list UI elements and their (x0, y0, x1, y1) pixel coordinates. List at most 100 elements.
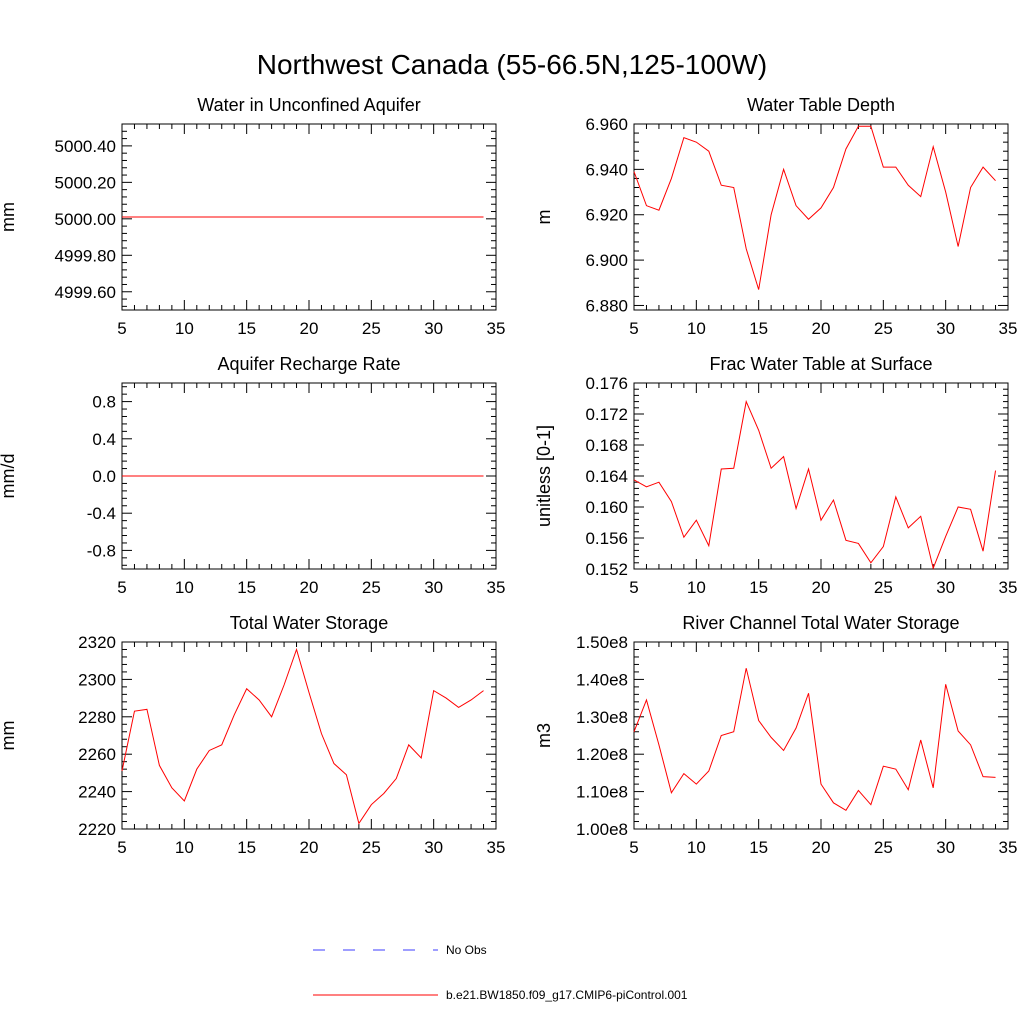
figure-title: Northwest Canada (55-66.5N,125-100W) (257, 49, 767, 80)
panel-title: Water Table Depth (747, 95, 895, 115)
x-tick-label: 5 (117, 578, 126, 597)
x-tick-label: 25 (874, 838, 893, 857)
x-tick-label: 30 (424, 838, 443, 857)
y-tick-label: 4999.60 (55, 283, 116, 302)
y-tick-label: 6.920 (585, 206, 628, 225)
y-tick-label: 0.176 (585, 374, 628, 393)
y-tick-label: 6.960 (585, 115, 628, 134)
x-tick-label: 5 (117, 319, 126, 338)
y-axis-label: unitless [0-1] (534, 425, 554, 527)
x-tick-label: 15 (237, 838, 256, 857)
y-tick-label: 0.0 (92, 467, 116, 486)
y-tick-label: 4999.80 (55, 246, 116, 265)
y-tick-label: 2240 (78, 783, 116, 802)
x-tick-label: 30 (936, 319, 955, 338)
y-tick-label: 5000.20 (55, 173, 116, 192)
x-tick-label: 35 (487, 838, 506, 857)
y-tick-label: 0.168 (585, 436, 628, 455)
y-axis-label: mm (0, 721, 18, 751)
legend-obs-label: No Obs (446, 943, 487, 957)
y-tick-label: 1.40e8 (576, 670, 628, 689)
y-axis-label: mm/d (0, 454, 18, 499)
y-tick-label: 1.20e8 (576, 745, 628, 764)
y-tick-label: 1.30e8 (576, 708, 628, 727)
x-tick-label: 35 (999, 319, 1018, 338)
x-tick-label: 15 (237, 319, 256, 338)
y-axis-label: m3 (534, 723, 554, 748)
x-tick-label: 30 (424, 578, 443, 597)
x-tick-label: 10 (175, 319, 194, 338)
legend: No Obs b.e21.BW1850.f09_g17.CMIP6-piCont… (313, 943, 688, 1002)
x-tick-label: 25 (362, 578, 381, 597)
panels: 5 10 15 20 25 30 35 4999.60 4999.80 5000.00 5000.2… (0, 95, 1017, 857)
x-tick-label: 15 (749, 319, 768, 338)
x-tick-label: 25 (874, 319, 893, 338)
series-line-model (121, 647, 484, 825)
y-axis-label: m (534, 210, 554, 225)
x-tick-label: 20 (300, 578, 319, 597)
x-tick-label: 20 (812, 319, 831, 338)
y-tick-label: 0.8 (92, 393, 116, 412)
chart-panel-4: 5 10 15 20 25 30 35 0.152 0.156 0.160 0.164 0.168 0.… (534, 354, 1017, 597)
panel-title: Frac Water Table at Surface (709, 354, 932, 374)
y-tick-label: -0.4 (87, 504, 116, 523)
y-axis-label: mm (0, 202, 18, 232)
y-tick-label: 2260 (78, 745, 116, 764)
x-tick-label: 5 (117, 838, 126, 857)
series-line-model (633, 125, 996, 290)
x-tick-label: 30 (936, 838, 955, 857)
y-tick-label: 1.00e8 (576, 820, 628, 839)
x-tick-label: 30 (424, 319, 443, 338)
y-tick-label: 0.172 (585, 405, 628, 424)
x-tick-label: 15 (237, 578, 256, 597)
x-tick-label: 35 (487, 578, 506, 597)
y-tick-label: 2320 (78, 633, 116, 652)
y-tick-label: 0.160 (585, 498, 628, 517)
y-tick-label: 2300 (78, 670, 116, 689)
y-tick-label: 6.900 (585, 251, 628, 270)
y-tick-label: 0.156 (585, 529, 628, 548)
panel-title: Total Water Storage (230, 613, 388, 633)
y-tick-label: 5000.00 (55, 210, 116, 229)
series-line-model (633, 668, 996, 811)
x-tick-label: 5 (629, 319, 638, 338)
x-tick-label: 15 (749, 578, 768, 597)
x-tick-label: 35 (487, 319, 506, 338)
chart-panel-1: 5 10 15 20 25 30 35 4999.60 4999.80 5000.00 5000.2… (0, 95, 505, 338)
y-tick-label: -0.8 (87, 541, 116, 560)
y-tick-label: 6.940 (585, 160, 628, 179)
x-tick-label: 35 (999, 838, 1018, 857)
series-line-model (633, 399, 997, 570)
y-tick-label: 1.10e8 (576, 783, 628, 802)
x-tick-label: 10 (687, 838, 706, 857)
x-tick-label: 15 (749, 838, 768, 857)
x-tick-label: 10 (175, 838, 194, 857)
panel-title: Water in Unconfined Aquifer (197, 95, 420, 115)
chart-panel-6: 5 10 15 20 25 30 35 1.00e8 1.10e8 1.20e8 1.30e8 1.4… (534, 613, 1017, 857)
x-tick-label: 25 (874, 578, 893, 597)
panel-title: Aquifer Recharge Rate (217, 354, 400, 374)
x-tick-label: 20 (812, 838, 831, 857)
x-tick-label: 10 (687, 578, 706, 597)
x-tick-label: 35 (999, 578, 1018, 597)
y-tick-label: 1.50e8 (576, 633, 628, 652)
chart-panel-5: 5 10 15 20 25 30 35 2220 2240 2260 2280 2300 2320 Tot… (0, 613, 505, 857)
x-tick-label: 5 (629, 838, 638, 857)
y-tick-label: 2280 (78, 708, 116, 727)
x-tick-label: 20 (300, 838, 319, 857)
x-tick-label: 10 (175, 578, 194, 597)
x-tick-label: 30 (936, 578, 955, 597)
x-tick-label: 25 (362, 319, 381, 338)
chart-panel-2: 5 10 15 20 25 30 35 6.880 6.900 6.920 6.940 6.960 Wa… (534, 95, 1017, 338)
y-tick-label: 2220 (78, 820, 116, 839)
x-tick-label: 20 (812, 578, 831, 597)
y-tick-label: 6.880 (585, 296, 628, 315)
x-tick-label: 10 (687, 319, 706, 338)
legend-model-label: b.e21.BW1850.f09_g17.CMIP6-piControl.001 (446, 988, 688, 1002)
x-tick-label: 20 (300, 319, 319, 338)
x-tick-label: 25 (362, 838, 381, 857)
chart-panel-3: 5 10 15 20 25 30 35 -0.8 -0.4 0.0 0.4 0.8 Aquifer Re… (0, 354, 505, 597)
y-tick-label: 0.164 (585, 467, 628, 486)
x-tick-label: 5 (629, 578, 638, 597)
